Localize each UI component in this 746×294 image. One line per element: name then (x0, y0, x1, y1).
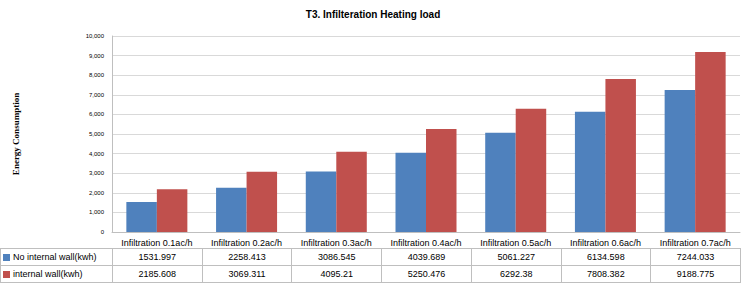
html-text:internal wall(kwh): internal wall(kwh) (13, 269, 83, 279)
svg-text:2,000: 2,000 (89, 190, 105, 196)
html-text:5061.227: 5061.227 (497, 252, 535, 262)
html-text:1531.997: 1531.997 (138, 252, 177, 262)
svg-text:Infiltration 0.2ac/h: Infiltration 0.2ac/h (211, 238, 282, 248)
svg-text:0: 0 (101, 229, 105, 235)
svg-text:3,000: 3,000 (89, 170, 105, 176)
svg-text:7,000: 7,000 (89, 92, 105, 98)
svg-text:Infiltration 0.6ac/h: Infiltration 0.6ac/h (570, 238, 641, 248)
svg-text:Energy Consumption: Energy Consumption (11, 93, 21, 175)
svg-text:10,000: 10,000 (86, 33, 105, 39)
svg-text:Infiltration 0.7ac/h: Infiltration 0.7ac/h (660, 238, 731, 248)
html-text:3069.311: 3069.311 (228, 269, 266, 279)
html-text:4095.21: 4095.21 (320, 269, 353, 279)
html-text:4039.689: 4039.689 (407, 252, 446, 262)
html-text:7244.033: 7244.033 (676, 252, 715, 262)
html-text:6134.598: 6134.598 (587, 252, 625, 262)
svg-text:9,000: 9,000 (89, 53, 105, 59)
html-text:No internal wall(kwh): No internal wall(kwh) (13, 252, 97, 262)
html-text:6292.38: 6292.38 (499, 269, 533, 279)
html-text:2258.413: 2258.413 (228, 252, 266, 262)
html-text:5250.476: 5250.476 (407, 269, 446, 279)
svg-text:Infiltration 0.5ac/h: Infiltration 0.5ac/h (480, 238, 551, 248)
html-text:2185.608: 2185.608 (138, 269, 177, 279)
html-text:9188.775: 9188.775 (676, 269, 715, 279)
svg-text:Infiltration 0.1ac/h: Infiltration 0.1ac/h (121, 238, 192, 248)
svg-text:8,000: 8,000 (89, 72, 105, 78)
svg-text:1,000: 1,000 (89, 209, 105, 215)
svg-text:4,000: 4,000 (89, 151, 105, 157)
svg-text:6,000: 6,000 (89, 111, 105, 117)
html-text:7808.382: 7808.382 (587, 269, 625, 279)
svg-text:Infiltration 0.3ac/h: Infiltration 0.3ac/h (301, 238, 372, 248)
html-text:3086.545: 3086.545 (318, 252, 356, 262)
svg-text:5,000: 5,000 (89, 131, 105, 137)
svg-text:T3. Infilteration Heating load: T3. Infilteration Heating load (306, 9, 440, 20)
svg-text:Infiltration 0.4ac/h: Infiltration 0.4ac/h (390, 238, 461, 248)
